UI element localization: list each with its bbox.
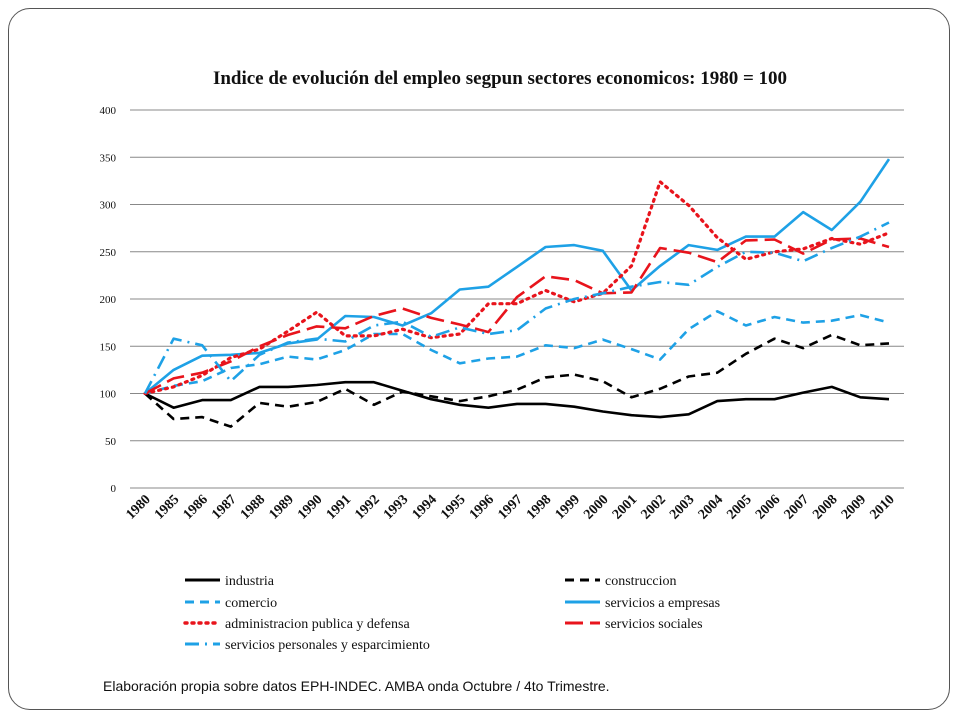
chart-title: Indice de evolución del empleo segpun se… [212,68,788,89]
y-tick-label: 50 [105,436,117,448]
y-tick-label: 250 [100,247,117,259]
chart-gridlines [130,109,904,489]
x-tick-label: 1989 [266,492,296,522]
x-tick-label: 2010 [867,492,897,522]
legend-label: administracion publica y defensa [225,617,410,632]
legend-label: industria [225,574,275,589]
series-line-comercio [144,309,890,395]
x-tick-label: 2000 [581,492,611,522]
y-tick-label: 200 [100,294,117,306]
x-tick-label: 1986 [181,492,211,522]
x-tick-label: 1992 [352,492,382,522]
chart-legend: industria construccion comercio servicios a… [183,574,720,653]
slide-frame [8,8,950,710]
legend-label: servicios sociales [605,617,703,632]
x-tick-label: 2006 [753,492,783,522]
x-tick-label: 1980 [123,492,153,522]
x-tick-label: 1988 [238,492,268,522]
x-tick-label: 1985 [152,492,182,522]
series-line-construccion [144,333,890,428]
legend-label: construccion [605,574,677,589]
x-tick-label: 1993 [381,492,411,522]
x-tick-label: 2001 [610,492,640,522]
y-tick-label: 300 [100,200,117,212]
x-tick-label: 1990 [295,492,325,522]
legend-label: servicios personales y esparcimiento [225,638,430,653]
series-line-servicios-a-empresas [144,158,891,395]
x-tick-label: 1997 [495,492,525,522]
x-tick-label: 1987 [209,492,239,522]
y-tick-label: 400 [100,105,117,117]
x-tick-label: 1998 [524,492,554,522]
series-line-servicios-sociales [144,237,890,395]
x-tick-label: 1991 [324,492,354,522]
chart-series-lines [143,158,891,428]
y-tick-label: 350 [100,152,117,164]
y-axis-tick-labels: 0 50 100 150 200 250 300 350 400 [100,105,117,495]
x-tick-label: 2005 [724,492,754,522]
y-tick-label: 100 [100,389,117,401]
x-tick-label: 2007 [782,492,812,522]
x-tick-label: 2008 [810,492,840,522]
series-line-servicios-personales-y-esparcimiento [143,221,890,395]
x-tick-label: 2004 [696,492,726,522]
series-line-industria [144,380,890,419]
x-axis-tick-labels: 1980198519861987198819891990199119921993… [123,492,897,522]
x-tick-label: 1996 [467,492,497,522]
source-note: Elaboración propia sobre datos EPH-INDEC… [103,678,610,694]
x-tick-label: 1995 [438,492,468,522]
legend-label: comercio [225,596,277,611]
legend-label: servicios a empresas [605,596,720,611]
x-tick-label: 2002 [638,492,668,522]
x-tick-label: 1994 [410,492,440,522]
y-tick-label: 150 [100,341,117,353]
x-tick-label: 2003 [667,492,697,522]
y-tick-label: 0 [111,483,117,495]
series-line-administracion-publica-y-defensa [143,180,891,396]
x-tick-label: 1999 [553,492,583,522]
x-tick-label: 2009 [839,492,869,522]
